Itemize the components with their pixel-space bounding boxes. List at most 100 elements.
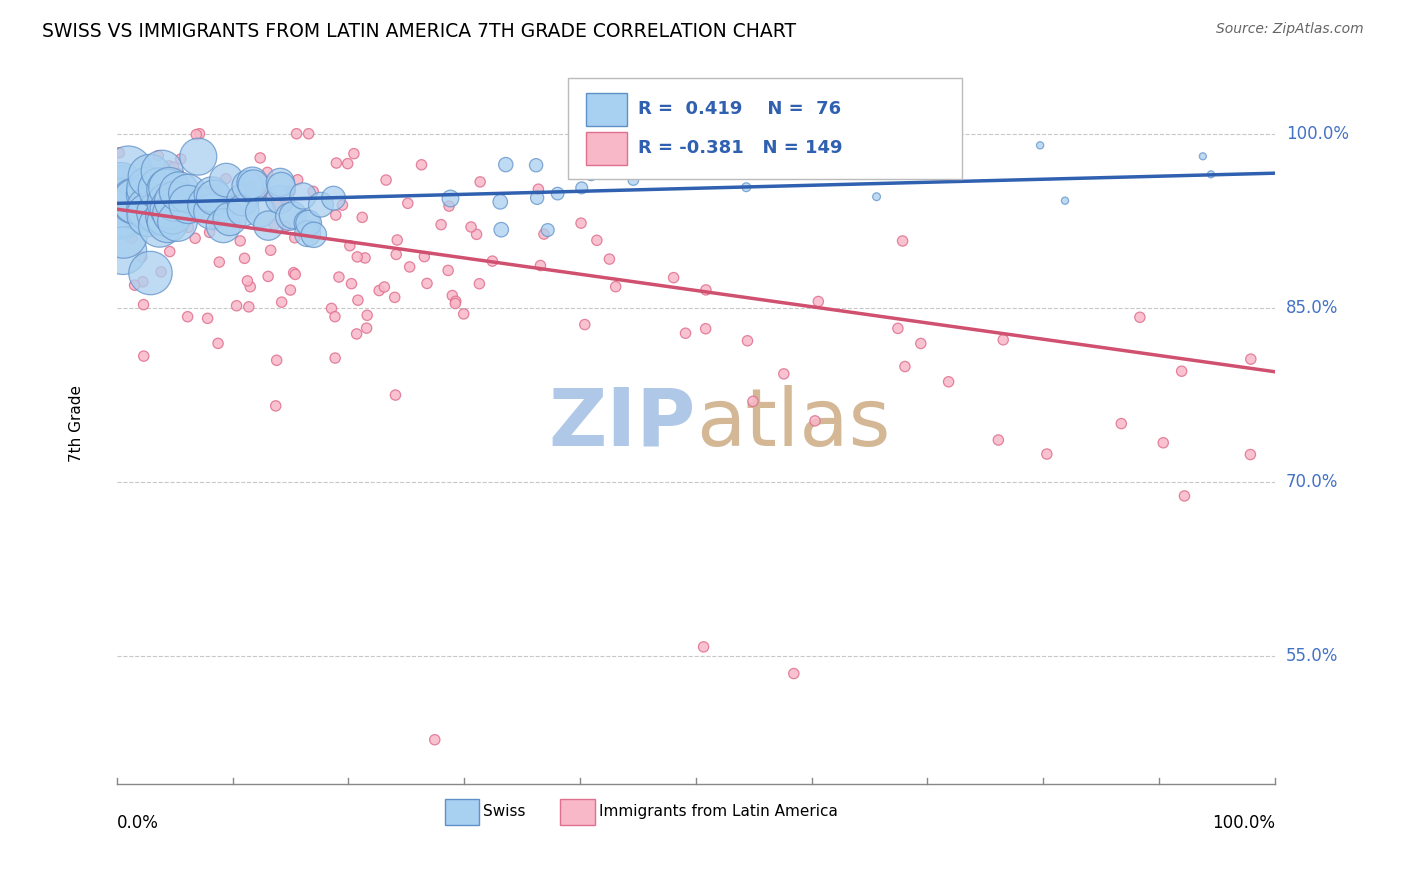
Point: [256, 165, 278, 179]
Point: [887, 321, 910, 335]
Point: [238, 179, 260, 194]
Text: Swiss: Swiss: [482, 805, 526, 820]
Point: [910, 336, 932, 351]
Point: [242, 176, 264, 190]
Point: [111, 244, 134, 258]
Text: R = -0.381   N = 149: R = -0.381 N = 149: [638, 139, 842, 157]
Point: [287, 173, 309, 187]
Point: [302, 185, 325, 199]
Point: [257, 269, 280, 284]
Point: [468, 175, 491, 189]
Point: [157, 159, 180, 173]
Text: 55.0%: 55.0%: [1286, 647, 1339, 665]
Point: [297, 227, 319, 241]
Point: [675, 326, 697, 341]
Point: [444, 296, 467, 310]
Point: [177, 197, 200, 211]
Point: [783, 666, 806, 681]
Point: [165, 192, 187, 206]
Point: [269, 176, 291, 190]
Point: [108, 145, 131, 160]
Point: [328, 270, 350, 285]
Point: [387, 233, 409, 247]
Point: [1170, 364, 1192, 378]
Point: [481, 254, 503, 268]
Point: [184, 231, 207, 245]
Point: [167, 185, 190, 199]
Point: [156, 196, 179, 211]
Point: [236, 187, 259, 202]
Point: [148, 182, 170, 196]
Point: [737, 334, 759, 348]
Text: R =  0.419    N =  76: R = 0.419 N = 76: [638, 101, 841, 119]
Point: [384, 290, 406, 304]
Point: [537, 223, 560, 237]
FancyBboxPatch shape: [444, 799, 479, 825]
Point: [229, 234, 252, 248]
Point: [347, 293, 370, 308]
Point: [281, 208, 304, 222]
Text: 85.0%: 85.0%: [1286, 299, 1339, 317]
Point: [156, 183, 179, 197]
Point: [527, 182, 550, 196]
Point: [249, 151, 271, 165]
Point: [280, 283, 302, 297]
Point: [186, 186, 208, 200]
Point: [159, 202, 181, 216]
Point: [170, 152, 193, 166]
Point: [278, 210, 301, 224]
Point: [295, 216, 318, 230]
Point: [152, 199, 174, 213]
Point: [225, 299, 247, 313]
Point: [569, 216, 592, 230]
Point: [176, 310, 198, 324]
Text: 70.0%: 70.0%: [1286, 473, 1339, 491]
Point: [264, 399, 287, 413]
Point: [695, 283, 717, 297]
Point: [437, 199, 460, 213]
Point: [993, 333, 1015, 347]
Point: [309, 197, 332, 211]
Point: [735, 180, 758, 194]
Point: [132, 349, 155, 363]
Text: Immigrants from Latin America: Immigrants from Latin America: [599, 805, 838, 820]
Point: [156, 215, 179, 229]
Point: [336, 156, 359, 170]
Point: [352, 211, 374, 225]
Point: [441, 288, 464, 302]
Point: [138, 202, 160, 216]
Point: [695, 322, 717, 336]
Point: [1129, 310, 1152, 325]
Text: 7th Grade: 7th Grade: [69, 385, 84, 462]
Point: [332, 198, 354, 212]
Point: [346, 250, 368, 264]
Point: [186, 128, 208, 142]
Point: [491, 223, 513, 237]
Point: [153, 198, 176, 212]
Point: [325, 208, 347, 222]
Point: [197, 311, 219, 326]
Point: [202, 191, 225, 205]
Point: [298, 127, 321, 141]
Point: [526, 191, 548, 205]
Point: [232, 193, 254, 207]
Point: [285, 127, 308, 141]
Point: [865, 190, 887, 204]
Point: [571, 181, 593, 195]
Point: [453, 307, 475, 321]
Point: [108, 195, 131, 210]
Point: [322, 191, 344, 205]
Text: 100.0%: 100.0%: [1212, 814, 1275, 832]
Text: ZIP: ZIP: [548, 385, 696, 463]
Point: [772, 367, 794, 381]
Point: [302, 227, 325, 242]
Point: [236, 274, 259, 288]
FancyBboxPatch shape: [568, 78, 962, 179]
Text: atlas: atlas: [696, 385, 890, 463]
Point: [692, 640, 714, 654]
Point: [148, 149, 170, 163]
Point: [212, 219, 235, 233]
Point: [177, 220, 200, 235]
Point: [132, 298, 155, 312]
Point: [124, 194, 146, 209]
